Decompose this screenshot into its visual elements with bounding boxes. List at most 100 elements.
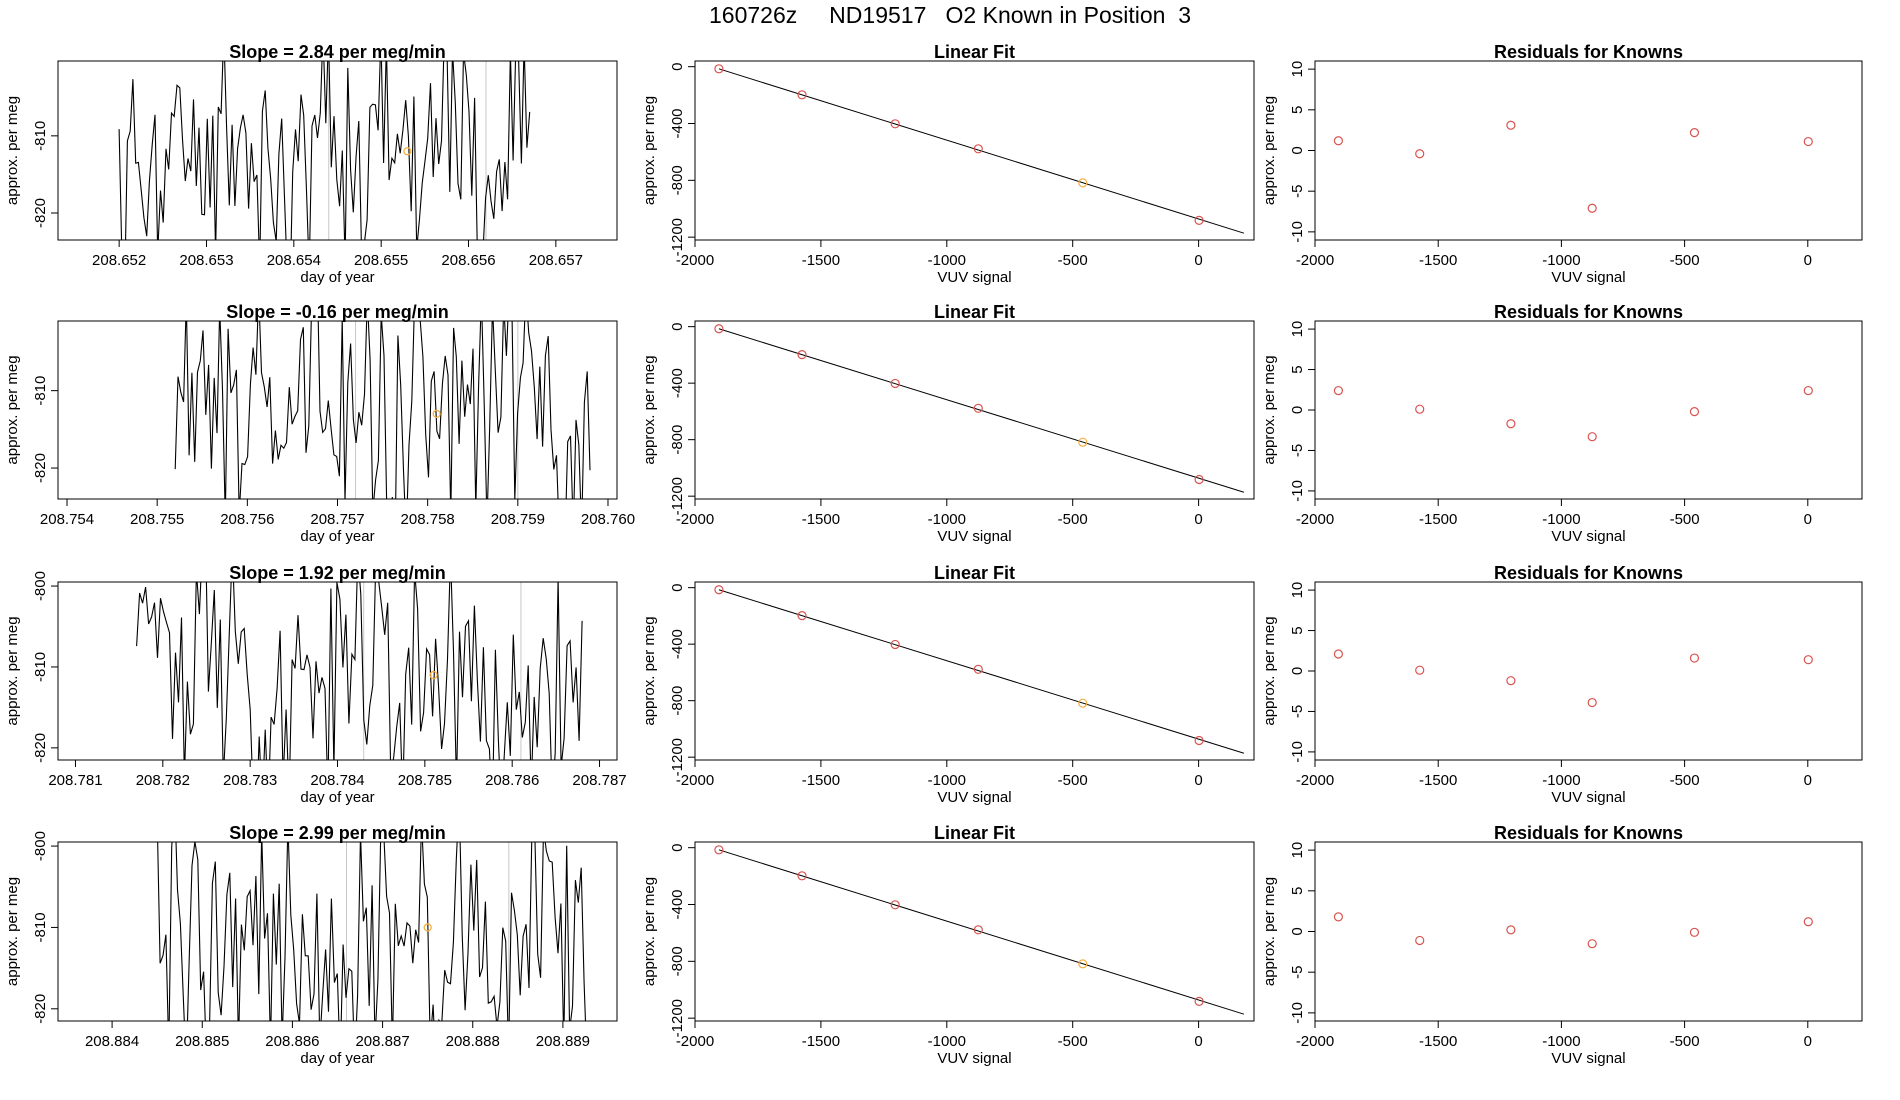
data-point [1194, 996, 1204, 1006]
y-axis-label: approx. per meg [4, 616, 21, 725]
data-point [1689, 128, 1700, 138]
x-tick-label: -1500 [1419, 511, 1457, 528]
panel-3-3: Residuals for Knowns -2000 -1500 -1000 -500 0… [1261, 563, 1863, 806]
plot-area [1333, 385, 1813, 442]
panel-title: Slope = 1.92 per meg/min [229, 563, 446, 583]
data-point [973, 144, 983, 154]
plot-frame [1314, 60, 1863, 241]
y-tick-label: 10 [1289, 61, 1306, 78]
x-axis-label: day of year [300, 269, 374, 286]
x-axis-label: VUV signal [937, 1050, 1011, 1067]
x-tick-label: -1000 [1542, 252, 1580, 269]
data-point [714, 585, 724, 595]
panel-title: Linear Fit [934, 563, 1015, 583]
y-axis-label: approx. per meg [4, 355, 21, 464]
plot-area [714, 64, 1245, 234]
x-tick-label: -2000 [1296, 252, 1334, 269]
x-tick-label: -1000 [1542, 772, 1580, 789]
data-point [1078, 698, 1088, 708]
y-axis-label: approx. per meg [641, 877, 658, 986]
plot-frame [57, 60, 618, 241]
data-point [1078, 178, 1088, 188]
x-tick-label: -2000 [1296, 772, 1334, 789]
known-marker [429, 670, 438, 680]
x-tick-label: -1500 [1419, 772, 1457, 789]
y-tick-label: 5 [1289, 365, 1306, 373]
x-tick-label: -1500 [1419, 1033, 1457, 1050]
data-point [1078, 959, 1088, 969]
y-tick-label: 10 [1289, 321, 1306, 338]
x-tick-label: 208.657 [529, 252, 583, 269]
panel-1-1: Slope = 2.84 per meg/min 208.652 208.653 20… [4, 42, 618, 286]
x-tick-label: 0 [1194, 772, 1202, 789]
x-tick-label: 208.785 [398, 772, 452, 789]
known-marker [432, 409, 441, 419]
y-tick-label: -10 [1289, 480, 1306, 502]
data-point [1194, 215, 1204, 225]
x-tick-label: -500 [1058, 1033, 1088, 1050]
plot-frame [694, 320, 1255, 500]
y-tick-label: 5 [1289, 106, 1306, 114]
x-tick-label: 208.756 [220, 511, 274, 528]
data-point [1194, 735, 1204, 746]
x-tick-label: -1500 [802, 772, 840, 789]
data-point [890, 119, 900, 129]
x-tick-label: -500 [1670, 772, 1700, 789]
x-tick-label: 0 [1194, 1033, 1202, 1050]
y-axis-label: approx. per meg [1261, 355, 1278, 464]
panel-4-1: Slope = 2.99 per meg/min 208.884 208.885 20… [4, 823, 618, 1067]
data-point [797, 871, 807, 881]
x-tick-label: -1000 [928, 772, 966, 789]
y-tick-label: -5 [1289, 705, 1306, 718]
x-tick-label: 208.784 [310, 772, 364, 789]
y-tick-label: -800 [669, 946, 686, 976]
x-tick-label: 208.787 [572, 772, 626, 789]
x-tick-label: 0 [1804, 1033, 1812, 1050]
x-tick-label: 208.885 [175, 1033, 229, 1050]
plot-frame [1314, 320, 1863, 500]
panel-title: Slope = -0.16 per meg/min [226, 302, 449, 322]
x-tick-label: 0 [1804, 252, 1812, 269]
plot-frame [694, 841, 1255, 1022]
data-point [1587, 697, 1597, 708]
y-tick-label: -800 [32, 831, 49, 861]
panel-title: Slope = 2.99 per meg/min [229, 823, 446, 843]
x-tick-label: 208.760 [581, 511, 635, 528]
x-tick-label: 208.653 [179, 252, 233, 269]
x-axis-label: VUV signal [937, 269, 1011, 286]
plot-area [174, 321, 591, 499]
y-tick-label: -810 [32, 121, 49, 151]
y-tick-label: -10 [1289, 741, 1306, 763]
y-axis-label: approx. per meg [4, 877, 21, 986]
data-point [890, 900, 900, 910]
x-tick-label: -2000 [676, 511, 714, 528]
y-tick-label: -400 [669, 889, 686, 919]
y-tick-label: -5 [1289, 185, 1306, 198]
x-tick-label: -1500 [802, 252, 840, 269]
data-point [1803, 655, 1813, 665]
x-tick-label: 208.652 [92, 252, 146, 269]
series-line [118, 61, 531, 240]
panel-2-2: Linear Fit -2000 -1500 -1000 -500 0 0 -400 -800 -… [641, 302, 1255, 545]
y-tick-label: -1200 [669, 999, 686, 1037]
plot-area [714, 585, 1245, 754]
x-tick-label: -1000 [1542, 511, 1580, 528]
data-point [1415, 665, 1425, 675]
x-axis-label: VUV signal [1551, 269, 1625, 286]
y-axis-label: approx. per meg [641, 355, 658, 464]
x-tick-label: 208.757 [310, 511, 364, 528]
x-tick-label: 208.887 [355, 1033, 409, 1050]
y-tick-label: -10 [1289, 221, 1306, 243]
y-tick-label: 0 [1289, 146, 1306, 154]
y-tick-label: -820 [32, 994, 49, 1024]
data-point [1506, 419, 1516, 429]
data-point [714, 64, 724, 74]
y-tick-label: -820 [32, 733, 49, 763]
x-tick-label: 0 [1804, 772, 1812, 789]
y-tick-label: -1200 [669, 477, 686, 515]
data-point [1333, 649, 1344, 659]
data-point [1333, 136, 1344, 146]
plot-area [157, 842, 587, 1021]
x-tick-label: -500 [1670, 1033, 1700, 1050]
